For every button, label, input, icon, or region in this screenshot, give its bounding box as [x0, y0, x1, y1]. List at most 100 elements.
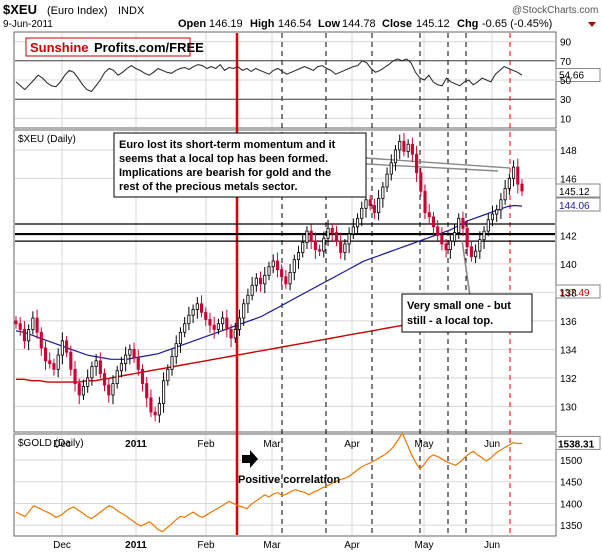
main-note-line-3: Implications are bearish for gold and th… — [119, 167, 331, 179]
y-tick-label: 1450 — [560, 478, 583, 489]
x-tick-label: Jun — [484, 439, 500, 450]
down-arrow-icon — [588, 22, 596, 27]
candle-body — [423, 190, 427, 214]
y-tick-label: 134 — [560, 345, 577, 356]
candle-body — [145, 383, 149, 399]
candle-body — [263, 274, 267, 285]
gold-panel-title: $GOLD (Daily) — [18, 438, 84, 449]
x-tick-label: Apr — [344, 540, 360, 551]
x-tick-label: Jun — [484, 540, 500, 551]
candle-body — [115, 370, 119, 384]
y-tick-label: 136 — [560, 317, 577, 328]
x-tick-label: May — [415, 439, 434, 450]
candle-body — [119, 363, 123, 372]
candle-body — [436, 226, 440, 236]
small-top-note-line-2: still - a local top. — [407, 315, 493, 327]
close-value: 145.12 — [416, 18, 450, 30]
cycle-markers — [235, 33, 511, 535]
candle-body — [178, 331, 183, 345]
candle-body — [351, 226, 355, 235]
candle-body — [292, 259, 296, 273]
candle-body — [81, 386, 86, 396]
candle-body — [465, 227, 469, 248]
x-tick-label: Feb — [197, 540, 215, 551]
x-tick-label: May — [415, 540, 434, 551]
candle-body — [22, 329, 26, 342]
price-plot: 145.12 144.06 137.49 — [14, 132, 601, 423]
y-tick-label: 70 — [560, 57, 572, 68]
candle-body — [402, 140, 406, 152]
candle-body — [364, 199, 368, 209]
candle-body — [305, 230, 309, 243]
candle-body — [326, 227, 330, 239]
candle-body — [271, 260, 275, 268]
candle-body — [427, 212, 431, 218]
symbol-name: (Euro Index) — [47, 5, 108, 17]
open-label: Open — [178, 18, 206, 30]
y-tick-label: 30 — [560, 95, 572, 106]
candle-body — [431, 216, 436, 228]
candle-body — [309, 230, 313, 242]
high-value: 146.54 — [278, 18, 312, 30]
candle-body — [389, 162, 393, 175]
exchange-label: INDX — [118, 5, 145, 17]
x-tick-label: Dec — [53, 439, 71, 450]
open-value: 146.19 — [209, 18, 243, 30]
price-last-value: 145.12 — [559, 187, 590, 198]
candle-body — [212, 324, 216, 330]
candle-body — [368, 199, 372, 206]
high-label: High — [250, 18, 275, 30]
candle-body — [313, 240, 317, 251]
candle-body — [296, 252, 301, 261]
logo-sunshine: Sunshine — [30, 40, 89, 55]
small-top-note-box — [401, 293, 533, 333]
ma200-last-value: 137.49 — [559, 288, 590, 299]
candle-body — [499, 199, 503, 211]
gold-last-value: 1538.31 — [558, 439, 595, 450]
y-tick-label: 90 — [560, 38, 572, 49]
y-tick-label: 148 — [560, 146, 577, 157]
candle-body — [77, 383, 81, 396]
candle-body — [27, 329, 31, 342]
candle-body — [48, 360, 52, 365]
candle-body — [65, 340, 69, 353]
y-tick-label: 132 — [560, 374, 577, 385]
candle-body — [183, 323, 187, 333]
candle-body — [149, 397, 153, 413]
candle-body — [284, 276, 288, 285]
candle-body — [461, 217, 465, 229]
candle-body — [153, 411, 157, 416]
rsi-last-value: 54.66 — [559, 71, 584, 82]
candle-body — [132, 348, 136, 359]
candle-body — [452, 232, 457, 242]
candle-body — [216, 323, 220, 330]
price-panel-title: $XEU (Daily) — [18, 134, 76, 145]
candle-body — [347, 233, 351, 245]
candle-body — [415, 153, 419, 174]
rsi-line — [15, 58, 523, 93]
candle-body — [406, 143, 410, 152]
candle-body — [393, 149, 398, 164]
candle-body — [86, 377, 90, 387]
y-tick-label: 10 — [560, 114, 572, 125]
candle-body — [355, 217, 360, 228]
gold-line — [15, 431, 523, 533]
trend-line — [365, 157, 511, 169]
candle-body — [448, 240, 452, 251]
candle-body — [474, 250, 478, 258]
candle-body — [495, 209, 499, 215]
candle-body — [410, 143, 414, 155]
logo-profits: Profits.com/FREE — [94, 40, 204, 55]
candle-body — [419, 172, 423, 192]
rsi-last-value-box — [555, 68, 601, 83]
candle-body — [372, 205, 376, 214]
x-tick-label: 2011 — [125, 540, 147, 551]
x-tick-label: Mar — [263, 439, 281, 450]
candle-body — [516, 166, 520, 185]
candle-body — [444, 243, 448, 251]
x-tick-label: Feb — [197, 439, 215, 450]
candle-body — [360, 207, 364, 219]
candle-body — [191, 309, 195, 316]
low-value: 144.78 — [342, 18, 376, 30]
